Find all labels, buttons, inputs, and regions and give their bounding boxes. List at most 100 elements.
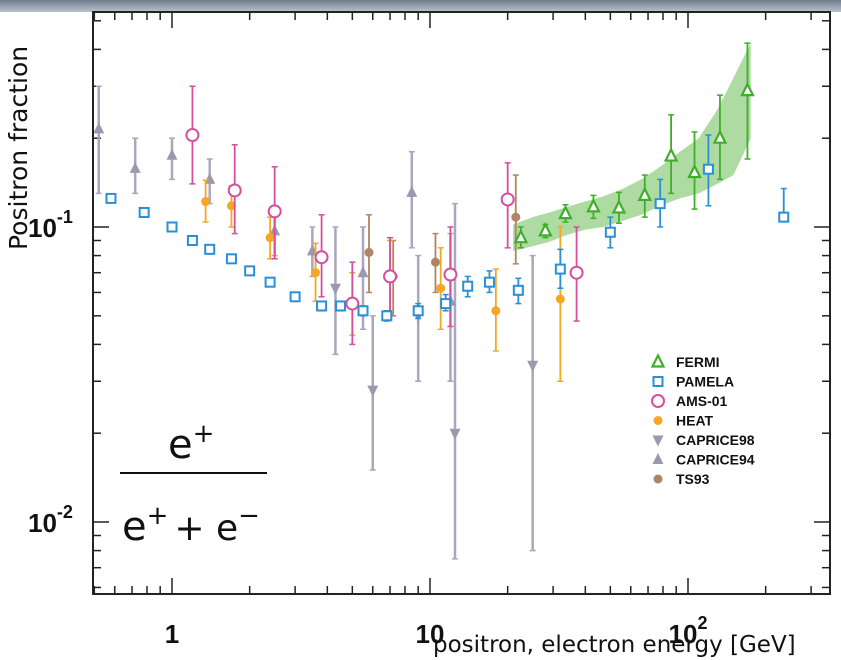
fermi-point [611, 199, 627, 214]
formula-denominator: e+ + e− [122, 501, 260, 550]
x-axis-title: positron, electron energy [GeV] [433, 632, 796, 658]
ts93-point [430, 257, 440, 267]
axis-ticks-layer [93, 12, 830, 594]
ams-01-point [345, 296, 360, 311]
y-tick-label: 10-2 [28, 502, 73, 538]
series-caprice98 [329, 202, 539, 560]
series-heat [201, 179, 565, 382]
y-tick-label: 10-1 [28, 207, 73, 243]
pamela-point [138, 206, 150, 218]
pamela-point [204, 243, 216, 255]
pamela-point [264, 276, 276, 288]
heat-point [555, 294, 565, 304]
caprice94-point [129, 161, 141, 173]
pamela-point [225, 253, 237, 265]
ams-01-point [500, 192, 515, 207]
pamela-point [654, 198, 666, 210]
top-bar [0, 0, 841, 12]
caprice98-point [329, 283, 341, 295]
heat-point [201, 197, 211, 207]
legend-marker-caprice98 [652, 435, 664, 447]
fermi-band-layer [513, 43, 751, 251]
series-pamela [105, 134, 790, 322]
pamela-point [316, 300, 328, 312]
ts93-point [364, 247, 374, 257]
series-layer [93, 42, 790, 560]
ts93-point [511, 212, 521, 222]
fermi-point [663, 147, 679, 162]
legend-label-caprice94: CAPRICE94 [676, 452, 755, 468]
caprice98-point [449, 428, 461, 440]
ams-01-point [227, 183, 242, 198]
fermi-point [513, 228, 529, 244]
positron-fraction-formula: e+ e+ + e− [120, 419, 267, 550]
caprice94-point [357, 266, 369, 278]
pamela-point [462, 280, 474, 292]
x-tick-label: 1 [165, 619, 179, 649]
series-ts93 [364, 174, 521, 317]
pamela-point [702, 163, 714, 175]
legend-label-fermi: FERMI [676, 354, 720, 370]
heat-point [436, 283, 446, 293]
pamela-point [440, 298, 452, 310]
series-ams-01 [185, 85, 584, 346]
pamela-point [335, 300, 347, 312]
fermi-point [740, 81, 755, 97]
pamela-point [166, 221, 178, 233]
caprice98-point [527, 360, 539, 372]
caprice94-point [93, 122, 105, 134]
legend-label-pamela: PAMELA [676, 374, 734, 390]
caprice94-point [406, 185, 418, 197]
pamela-point [554, 263, 566, 275]
ams-01-point [185, 128, 200, 143]
legend: FERMI PAMELA AMS-01 HEAT CAPRICE98 CAPRICE94 T… [650, 353, 755, 487]
fermi-point [586, 197, 601, 213]
pamela-point [381, 310, 393, 322]
heat-point [491, 306, 501, 316]
ams-01-point [383, 269, 398, 284]
pamela-point [512, 284, 524, 296]
legend-label-ams-01: AMS-01 [676, 393, 728, 409]
plot-frame [92, 11, 831, 595]
caprice98-point [367, 385, 379, 397]
formula-numerator: e+ [168, 419, 214, 468]
fermi-systematic-band [513, 43, 751, 251]
ams-01-point [443, 267, 458, 282]
heat-point [226, 201, 236, 211]
legend-label-caprice98: CAPRICE98 [676, 432, 755, 448]
caprice94-point [204, 172, 216, 184]
caprice94-point [166, 148, 178, 160]
legend-marker-heat [653, 416, 663, 425]
pamela-point [483, 276, 495, 288]
pamela-point [105, 192, 117, 204]
legend-marker-ams-01 [651, 394, 665, 408]
fermi-point [687, 163, 702, 179]
series-fermi [513, 42, 755, 249]
pamela-point [412, 305, 424, 317]
heat-point [265, 233, 275, 243]
y-axis-title: Positron fraction [4, 46, 33, 250]
pamela-point [289, 291, 301, 303]
x-tick-label: 10 [416, 619, 445, 649]
legend-marker-ts93 [653, 474, 663, 484]
ams-01-point [267, 204, 282, 219]
legend-marker-pamela [652, 376, 664, 387]
pamela-point [186, 234, 198, 246]
ams-01-point [314, 250, 329, 265]
fermi-point [637, 186, 653, 201]
fermi-point [558, 204, 573, 220]
ams-01-point [569, 265, 584, 280]
pamela-point [778, 211, 790, 223]
fermi-point [712, 129, 728, 144]
pamela-point [604, 226, 616, 238]
legend-marker-caprice94 [652, 453, 664, 464]
legend-marker-fermi [650, 353, 666, 368]
fermi-point [538, 221, 553, 237]
legend-label-heat: HEAT [676, 413, 714, 429]
legend-label-ts93: TS93 [676, 471, 710, 487]
heat-point [311, 268, 321, 278]
pamela-point [357, 305, 369, 317]
pamela-point [244, 265, 256, 277]
